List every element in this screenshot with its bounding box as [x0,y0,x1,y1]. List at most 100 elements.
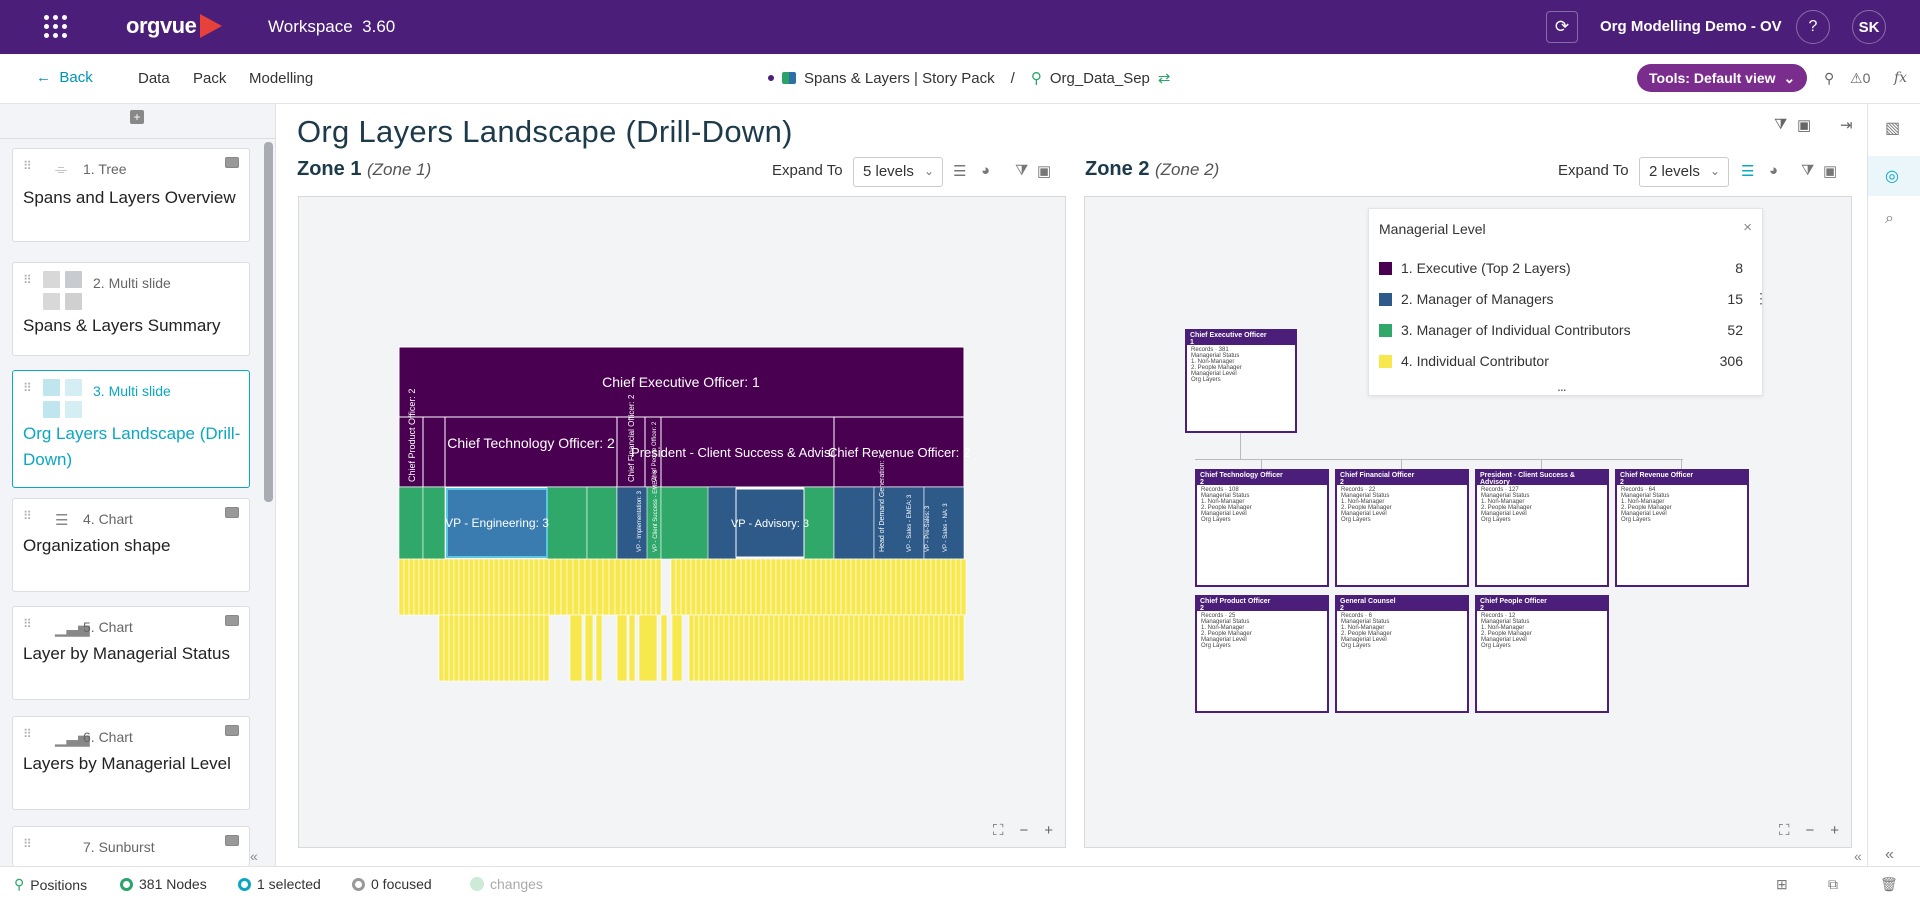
slide-card-1[interactable]: ⠿ ⌯ 1. Tree Spans and Layers Overview [12,148,250,242]
demo-name[interactable]: Org Modelling Demo - OV [1600,18,1782,35]
treemap-ic-cell[interactable] [733,614,740,682]
slide-card-6[interactable]: ⠿ ▁▃▅ 6. Chart Layers by Managerial Leve… [12,716,250,810]
treemap-ic-cell[interactable] [710,558,717,616]
treemap-ic-cell[interactable] [488,558,495,616]
treemap-ic-cell[interactable] [850,558,857,616]
treemap-ic-cell[interactable] [878,614,885,682]
treemap-ic-cell[interactable] [695,558,702,616]
treemap-ic-cell[interactable] [945,558,952,616]
treemap-ic-cell[interactable] [635,558,642,616]
treemap-ic-cell[interactable] [715,558,722,616]
treemap-ic-cell[interactable] [835,558,842,616]
treemap-ic-cell[interactable] [693,614,700,682]
treemap-ic-cell[interactable] [698,614,705,682]
treemap-ic-cell[interactable] [638,614,658,682]
fit-screen-icon[interactable]: ⛶ [1778,822,1790,839]
treemap-l3-cell[interactable] [546,486,588,560]
treemap-ic-cell[interactable] [685,558,692,616]
treemap-ic-cell[interactable] [883,614,890,682]
treemap-ic-cell[interactable] [428,558,435,616]
treemap-ic-cell[interactable] [935,558,942,616]
export-icon[interactable]: ⇥ [1840,117,1853,134]
drag-handle-icon[interactable]: ⠿ [23,617,32,631]
treemap-ic-cell[interactable] [833,614,840,682]
treemap-ic-cell[interactable] [608,558,616,616]
treemap-ic-cell[interactable] [655,558,662,616]
nav-modelling[interactable]: Modelling [249,70,314,87]
treemap-l3-cell[interactable] [923,486,965,560]
treemap-vp-advisory-cell[interactable] [735,488,805,558]
treemap-l2-cell[interactable] [398,416,424,488]
comment-icon[interactable] [225,725,239,736]
tools-view-dropdown[interactable]: Tools: Default view ⌄ [1637,64,1808,92]
comments-icon[interactable]: ▣ [1823,163,1838,180]
treemap-ic-cell[interactable] [873,614,880,682]
treemap-ic-cell[interactable] [493,614,500,682]
slide-card-2[interactable]: ⠿ 2. Multi slide Spans & Layers Summary [12,262,250,356]
legend-row[interactable]: 4. Individual Contributor 306 [1379,352,1743,372]
treemap-ic-cell[interactable] [533,558,540,616]
treemap-ic-cell[interactable] [473,614,480,682]
drag-handle-icon[interactable]: ⠿ [23,273,32,287]
treemap-ic-cell[interactable] [795,558,802,616]
treemap-ic-cell[interactable] [818,614,825,682]
treemap-ic-cell[interactable] [843,614,850,682]
treemap-ic-cell[interactable] [888,614,895,682]
treemap-ic-cell[interactable] [748,614,755,682]
treemap-ic-cell[interactable] [718,614,725,682]
treemap-l3-cell[interactable] [422,486,446,560]
treemap-ic-cell[interactable] [730,558,737,616]
slide-card-5[interactable]: ⠿ ▁▃▅ 5. Chart Layer by Managerial Statu… [12,606,250,700]
treemap-ic-cell[interactable] [840,558,847,616]
treemap-ic-cell[interactable] [498,614,505,682]
treemap-ic-cell[interactable] [745,558,752,616]
treemap-ic-cell[interactable] [572,558,580,616]
treemap-ic-cell[interactable] [793,614,800,682]
comments-icon[interactable]: ▣ [1797,117,1812,134]
treemap-chart[interactable]: Chief Executive Officer: 1 Chief Product… [299,197,1065,847]
comments-icon[interactable]: ▣ [1037,163,1052,180]
treemap-ic-cell[interactable] [735,558,742,616]
treemap-ic-cell[interactable] [614,558,622,616]
treemap-ic-cell[interactable] [785,558,792,616]
treemap-ic-cell[interactable] [554,558,562,616]
treemap-ic-cell[interactable] [903,614,910,682]
drag-handle-icon[interactable]: ⠿ [23,381,32,395]
target-icon[interactable]: ◎ [1885,168,1899,185]
treemap-ic-cell[interactable] [448,558,455,616]
treemap-ic-cell[interactable] [403,558,410,616]
legend-row[interactable]: 1. Executive (Top 2 Layers) 8 [1379,259,1743,279]
treemap-ic-cell[interactable] [783,614,790,682]
treemap-ic-cell[interactable] [918,614,925,682]
treemap-ic-cell[interactable] [828,614,835,682]
treemap-ic-cell[interactable] [875,558,882,616]
treemap-ic-cell[interactable] [805,558,812,616]
treemap-ic-cell[interactable] [765,558,772,616]
treemap-ic-cell[interactable] [930,558,937,616]
orgvue-logo[interactable]: orgvue [126,13,223,39]
treemap-ic-cell[interactable] [950,558,957,616]
treemap-ic-cell[interactable] [905,558,912,616]
treemap-ic-cell[interactable] [770,558,777,616]
treemap-ic-cell[interactable] [650,558,657,616]
treemap-ic-cell[interactable] [584,614,594,682]
treemap-ic-cell[interactable] [920,558,927,616]
treemap-ic-cell[interactable] [468,558,475,616]
treemap-ic-cell[interactable] [640,558,647,616]
treemap-ic-cell[interactable] [923,614,930,682]
treemap-ic-cell[interactable] [671,614,683,682]
treemap-ic-cell[interactable] [543,558,550,616]
treemap-ic-cell[interactable] [418,558,425,616]
zoom-out-icon[interactable]: − [1805,822,1815,839]
treemap-ic-cell[interactable] [890,558,897,616]
treemap-ic-cell[interactable] [838,614,845,682]
treemap-ic-cell[interactable] [743,614,750,682]
treemap-ic-cell[interactable] [790,558,797,616]
copy-icon[interactable]: ⧉ [1828,876,1838,892]
list-icon[interactable]: ☰ [953,163,967,180]
org-card[interactable]: President - Client Success & Advisory 2 Re… [1475,469,1609,587]
zoom-out-icon[interactable]: − [1019,822,1029,839]
treemap-l3-cell[interactable] [873,486,925,560]
org-card[interactable]: Chief Technology Officer 2 Records · 108 Ma… [1195,469,1329,587]
comment-icon[interactable] [225,157,239,168]
